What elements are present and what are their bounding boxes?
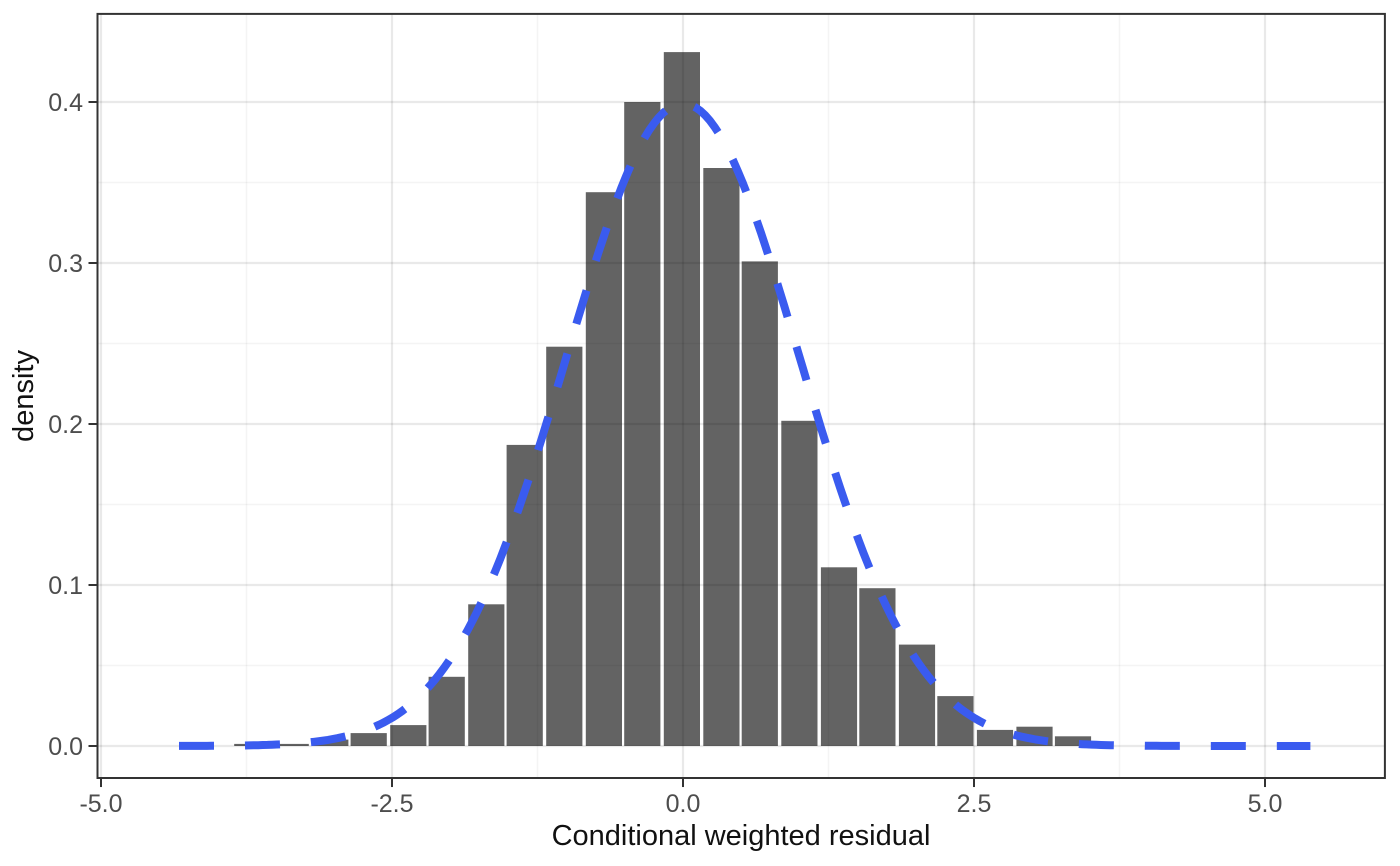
- histogram-bars: [234, 52, 1092, 747]
- y-tick-label: 0.1: [48, 572, 83, 600]
- histogram-bar: [624, 102, 661, 746]
- x-tick-label: -2.5: [370, 790, 413, 818]
- histogram-bar: [272, 743, 309, 746]
- y-tick-label: 0.3: [48, 250, 83, 278]
- histogram-bar: [741, 261, 778, 746]
- x-tick-label: -5.0: [79, 790, 122, 818]
- histogram-bar: [468, 604, 505, 746]
- x-tick-label: 2.5: [957, 790, 992, 818]
- histogram-bar: [546, 346, 583, 746]
- x-tick-label: 0.0: [666, 790, 701, 818]
- histogram-bar: [585, 192, 622, 746]
- x-tick-label: 5.0: [1248, 790, 1283, 818]
- histogram-bar: [820, 567, 858, 746]
- x-axis-tick-labels: -5.0 -2.5 0.0 2.5 5.0: [79, 790, 1282, 818]
- y-tick-label: 0.2: [48, 411, 83, 439]
- axis-tick-marks: [88, 101, 1266, 788]
- histogram-bar: [1054, 736, 1092, 746]
- plot-panel-background: [97, 13, 1385, 778]
- x-axis-title: Conditional weighted residual: [552, 820, 931, 852]
- histogram-bar: [976, 729, 1014, 746]
- normal-density-curve: [179, 99, 1311, 750]
- histogram-bar: [703, 168, 740, 746]
- histogram-bar: [663, 52, 700, 747]
- histogram-bar: [390, 725, 427, 746]
- y-tick-label: 0.4: [48, 89, 83, 117]
- histogram-bar: [350, 733, 387, 746]
- histogram-bar: [781, 420, 818, 746]
- y-axis-tick-labels: 0.0 0.1 0.2 0.3 0.4: [48, 89, 83, 761]
- histogram-bar: [937, 696, 974, 746]
- y-axis-title: density: [8, 350, 40, 442]
- panel-border: [96, 12, 1386, 779]
- histogram-bar: [428, 676, 465, 746]
- y-tick-label: 0.0: [48, 733, 83, 761]
